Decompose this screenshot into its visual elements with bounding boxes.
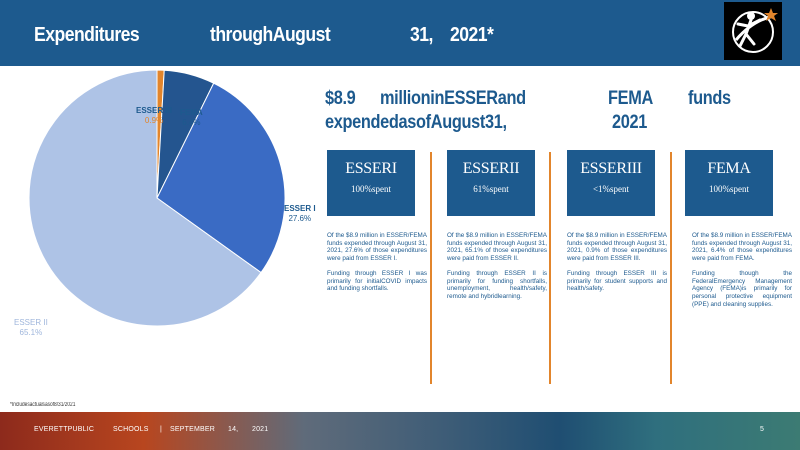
- card-esser-i: ESSERI 100%spent: [327, 150, 415, 216]
- card-description-esser-ii: Of the $8.9 million in ESSER/FEMA funds …: [447, 232, 547, 301]
- description-para-1: Of the $8.9 million in ESSER/FEMA funds …: [327, 232, 427, 263]
- title-part-1: Expenditures: [34, 24, 140, 46]
- card-description-esser-iii: Of the $8.9 million in ESSER/FEMA funds …: [567, 232, 667, 293]
- card-fema: FEMA 100%spent: [685, 150, 773, 216]
- footnote: *Includesactualsasof8/31/2021: [10, 402, 76, 408]
- pie-chart: [0, 68, 330, 398]
- card-esser-iii: ESSERIII <1%spent: [567, 150, 655, 216]
- pie-label-esser-i-name: ESSER I: [284, 204, 316, 213]
- card-title: ESSERII: [462, 160, 520, 177]
- page-number: 5: [760, 426, 765, 433]
- slide-footer: [0, 412, 800, 450]
- pie-label-fema-value: 6.4%: [182, 118, 201, 127]
- pie-slice-esser-ii: [28, 69, 262, 327]
- pie-label-esser-ii-name: ESSER II: [14, 318, 48, 327]
- footer-month: SEPTEMBER: [170, 426, 215, 433]
- card-title: ESSERI: [345, 160, 397, 177]
- slide-header: Expenditures throughAugust 31, 2021*: [0, 0, 800, 66]
- headline-part-3: FEMA: [608, 88, 653, 109]
- description-para-2: Funding though the FederalEmergency Mana…: [692, 269, 792, 308]
- card-esser-ii: ESSERII 61%spent: [447, 150, 535, 216]
- column-divider: [430, 152, 432, 384]
- footer-separator: |: [160, 426, 163, 433]
- description-para-1: Of the $8.9 million in ESSER/FEMA funds …: [567, 232, 667, 263]
- description-para-2: Funding through ESSER I was primarily fo…: [327, 269, 427, 293]
- card-subtitle: 100%spent: [709, 184, 749, 194]
- card-subtitle: 61%spent: [473, 184, 509, 194]
- card-title: FEMA: [707, 160, 751, 177]
- pie-label-esser-iii-value: 0.9%: [144, 116, 164, 125]
- headline-part-6: 2021: [612, 112, 647, 133]
- description-para-2: Funding through ESSER III is primarily f…: [567, 269, 667, 293]
- card-title: ESSERIII: [580, 160, 642, 177]
- pie-slice-esser-i: [156, 82, 286, 274]
- column-divider: [549, 152, 551, 384]
- footer-day: 14,: [228, 426, 239, 433]
- card-description-fema: Of the $8.9 million in ESSER/FEMA funds …: [692, 232, 792, 308]
- pie-label-esser-iii-name: ESSER III: [136, 106, 173, 115]
- everett-schools-logo-icon: [724, 2, 782, 60]
- headline-part-2: millioninESSERand: [380, 88, 526, 109]
- pie-label-esser-i: ESSER I 27.6%: [284, 204, 316, 224]
- pie-label-esser-ii-value: 65.1%: [19, 328, 43, 337]
- pie-label-fema-name: FEMA: [180, 108, 203, 117]
- footer-year: 2021: [252, 426, 269, 433]
- column-divider: [670, 152, 672, 384]
- pie-label-esser-iii: ESSER III 0.9%: [136, 106, 172, 126]
- card-subtitle: 100%spent: [351, 184, 391, 194]
- pie-chart-svg: [28, 69, 286, 327]
- description-para-1: Of the $8.9 million in ESSER/FEMA funds …: [447, 232, 547, 263]
- title-part-2: throughAugust: [210, 24, 331, 46]
- title-part-3: 31,: [410, 24, 433, 46]
- headline-part-1: $8.9: [325, 88, 356, 109]
- pie-label-fema: FEMA 6.4%: [180, 108, 203, 128]
- pie-label-esser-ii: ESSER II 65.1%: [14, 318, 48, 338]
- description-para-1: Of the $8.9 million in ESSER/FEMA funds …: [692, 232, 792, 263]
- headline-part-5: expendedasofAugust31,: [325, 112, 507, 133]
- footer-org-1: EVERETTPUBLIC: [34, 426, 95, 433]
- footer-org-2: SCHOOLS: [113, 426, 149, 433]
- card-subtitle: <1%spent: [592, 184, 630, 194]
- description-para-2: Funding through ESSER II is primarily fo…: [447, 269, 547, 300]
- title-part-4: 2021*: [450, 24, 494, 46]
- pie-label-esser-i-value: 27.6%: [288, 214, 312, 223]
- headline-part-4: funds: [688, 88, 731, 109]
- card-description-esser-i: Of the $8.9 million in ESSER/FEMA funds …: [327, 232, 427, 293]
